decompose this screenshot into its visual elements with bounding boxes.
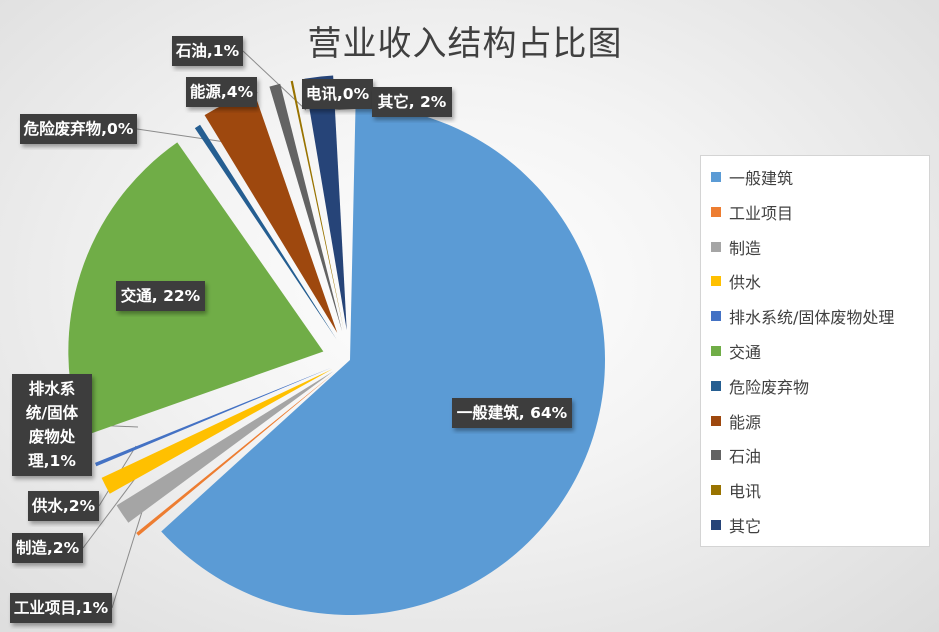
slice-label-text: 其它, 2% (378, 92, 447, 111)
legend-item: 能源 (701, 406, 761, 436)
slice-label-4: 供水,2% (28, 491, 99, 521)
slice-label-7: 危险废弃物,0% (20, 114, 137, 144)
legend-item: 一般建筑 (701, 162, 793, 192)
slice-label-box (452, 398, 572, 428)
legend-swatch (711, 206, 721, 217)
slice-label-10: 电讯,0% (302, 79, 373, 109)
slice-label-box (172, 36, 243, 66)
slice-label-box (20, 114, 137, 144)
slice-label-text: 工业项目,1% (14, 599, 109, 617)
legend: 一般建筑工业项目制造供水排水系统/固体废物处理 交通危险废弃物能源石油电讯其它 (700, 155, 930, 547)
pie-slice-2 (136, 372, 335, 536)
slice-label-text: 排水系统/固体废物处理,1% (26, 379, 79, 470)
pie-slice-7 (194, 124, 337, 340)
slice-label-box (28, 491, 99, 521)
slice-label-box (12, 374, 92, 476)
slice-label-box (116, 281, 205, 311)
slice-label-6: 交通, 22% (116, 281, 205, 311)
legend-label: 电讯 (729, 482, 762, 502)
slice-label-1: 一般建筑, 64% (452, 398, 572, 428)
pie-slice-10 (290, 80, 344, 331)
slice-label-box (372, 87, 452, 117)
slice-label-text: 制造,2% (16, 538, 80, 557)
legend-item: 排水系统/固体废物处理 (701, 301, 894, 331)
legend-swatch (711, 520, 721, 530)
pie-slice-8 (204, 91, 338, 333)
slice-label-9: 石油,1% (172, 36, 243, 66)
legend-label: 能源 (729, 412, 762, 432)
slice-label-text: 危险废弃物,0% (24, 119, 134, 138)
slice-label-text: 一般建筑, 64% (457, 403, 568, 422)
pie-slice-3 (116, 371, 334, 523)
slice-label-box (12, 533, 83, 563)
slice-label-2: 工业项目,1% (10, 593, 112, 623)
slice-label-box (10, 593, 112, 623)
pie-slice-5 (94, 367, 332, 467)
legend-item: 危险废弃物 (701, 371, 809, 401)
slice-label-8: 能源,4% (186, 77, 257, 107)
legend-label: 供水 (729, 273, 762, 293)
slice-label-3: 制造,2% (12, 533, 83, 563)
legend-label: 交通 (729, 343, 762, 362)
legend-label: 制造 (729, 238, 762, 258)
legend-item: 电讯 (701, 475, 761, 505)
legend-swatch (711, 380, 721, 391)
legend-label: 工业项目 (729, 203, 794, 223)
legend-swatch (711, 311, 721, 322)
leader-line-7 (136, 128, 233, 144)
legend-label: 石油 (729, 447, 762, 467)
slice-label-11: 其它, 2% (372, 87, 452, 117)
legend-item: 供水 (701, 266, 761, 296)
legend-swatch (711, 346, 721, 356)
slice-label-text: 电讯,0% (306, 84, 370, 103)
slice-label-text: 石油,1% (175, 41, 240, 60)
pie-slice-11 (304, 75, 347, 331)
pie-slice-9 (269, 83, 343, 332)
slice-label-text: 能源,4% (190, 82, 254, 101)
legend-label: 一般建筑 (729, 169, 794, 188)
legend-swatch (711, 485, 721, 496)
legend-label: 排水系统/固体废物处理 (729, 308, 895, 328)
legend-swatch (711, 415, 721, 426)
legend-swatch (711, 241, 721, 252)
leader-line-3 (82, 467, 144, 549)
chart-title: 营业收入结构占比图 (307, 24, 623, 64)
legend-item: 石油 (701, 440, 761, 470)
legend-swatch (711, 276, 721, 287)
legend-item: 其它 (701, 510, 761, 540)
legend-label: 其它 (729, 517, 762, 536)
slice-label-5: 排水系统/固体废物处理,1% (12, 374, 92, 476)
legend-swatch (711, 450, 721, 461)
slice-label-box (302, 79, 373, 109)
slice-labels: 一般建筑, 64% 工业项目,1% 制造,2% 供水,2% 排水系统/固体废物处理,1%… (10, 36, 572, 623)
pie-slice-4 (101, 369, 333, 494)
pie-slices (68, 75, 605, 616)
legend-label: 危险废弃物 (729, 377, 810, 397)
legend-swatch (711, 172, 721, 182)
slice-label-box (186, 77, 257, 107)
legend-item: 制造 (701, 232, 761, 262)
pie-slice-1 (161, 105, 605, 616)
legend-item: 工业项目 (701, 197, 793, 227)
slice-label-text: 交通, 22% (121, 286, 201, 305)
legend-item: 交通 (701, 336, 761, 366)
slice-label-text: 供水,2% (31, 496, 96, 515)
